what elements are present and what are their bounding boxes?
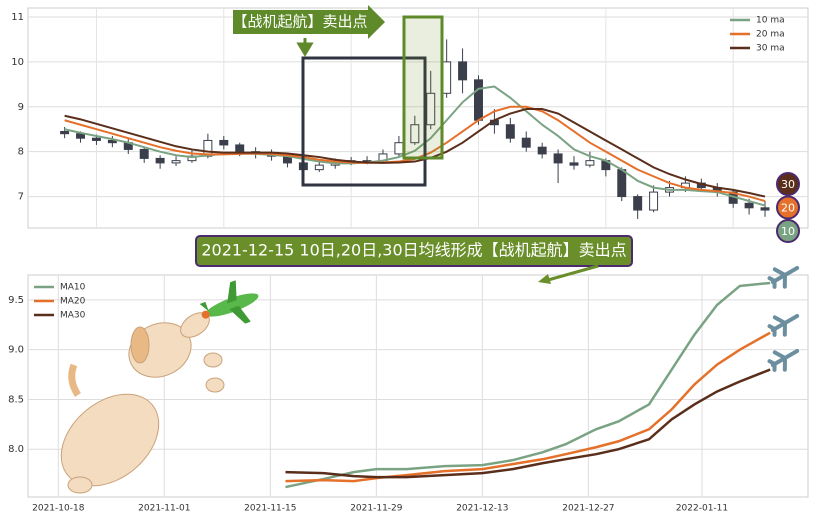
- x-tick-label: 2021-11-15: [244, 504, 296, 514]
- x-tick-label: 2021-12-13: [456, 504, 508, 514]
- candle-body: [155, 157, 165, 164]
- plane-icon: [767, 266, 800, 289]
- label-arrow: [233, 5, 385, 39]
- candle-body: [219, 139, 229, 146]
- x-tick-label: 2022-01-11: [676, 504, 728, 514]
- ma-line: [285, 368, 771, 479]
- y-tick-label: 9.5: [8, 295, 24, 306]
- legend-label: 30 ma: [756, 44, 785, 54]
- y-tick-label: 9: [18, 102, 24, 113]
- candle-body: [537, 146, 547, 155]
- y-tick-label: 10: [11, 57, 24, 68]
- y-tick-label: 11: [11, 12, 24, 23]
- legend-label: 10 ma: [756, 16, 785, 26]
- bottom-plot-frame: [27, 274, 809, 498]
- y-tick-label: 8.5: [8, 394, 24, 405]
- banner-text: 2021-12-15 10日,20日,30日均线形成【战机起航】卖出点: [201, 241, 626, 260]
- ma-line: [285, 281, 771, 489]
- badge: [776, 219, 800, 243]
- focus-box: [301, 56, 427, 187]
- badge: [776, 172, 800, 196]
- badge-label: 20: [781, 202, 795, 215]
- candle-body: [617, 169, 627, 198]
- candle-body: [60, 130, 70, 135]
- y-tick-label: 7: [18, 192, 24, 203]
- candle-body: [553, 153, 563, 164]
- plane-icon: [767, 349, 800, 372]
- banner-arrowhead: [538, 274, 551, 284]
- badges: 30 20 10: [776, 172, 800, 243]
- candle-body: [442, 61, 452, 94]
- ma-line: [64, 85, 766, 207]
- candle-body: [505, 124, 515, 139]
- candle-body: [107, 139, 117, 144]
- x-tick-label: 2021-12-27: [562, 504, 614, 514]
- y-tick-label: 8: [18, 147, 24, 158]
- legend-label: MA10: [60, 283, 86, 293]
- x-tick-label: 2021-11-29: [350, 504, 403, 514]
- badge: [776, 195, 800, 220]
- ma-line: [64, 108, 766, 198]
- candle-body: [426, 92, 436, 126]
- candle-body: [458, 61, 468, 81]
- badge-label: 10: [781, 225, 795, 238]
- top-plot-frame: [27, 7, 809, 229]
- candle-body: [585, 160, 595, 166]
- x-tick-label: 2021-10-18: [32, 504, 85, 514]
- legend-label: MA20: [60, 297, 86, 307]
- candle-body: [139, 148, 149, 159]
- candle-body: [235, 144, 245, 153]
- candle-body: [633, 196, 643, 211]
- dog: [60, 312, 225, 494]
- candle-body: [744, 202, 754, 209]
- banner-arrow: [547, 264, 599, 282]
- candle-body: [76, 133, 86, 139]
- down-arrow: [296, 38, 314, 57]
- candle-body: [649, 191, 659, 211]
- plane-icon: [767, 314, 800, 337]
- y-tick-label: 8.0: [8, 444, 24, 455]
- candle-body: [91, 137, 101, 141]
- legend-label: 20 ma: [756, 30, 785, 40]
- top-label: 【战机起航】卖出点: [232, 13, 367, 31]
- ma-line: [285, 331, 771, 483]
- candle-body: [314, 164, 324, 171]
- candle-body: [760, 207, 770, 211]
- sell-box: [402, 15, 444, 160]
- candle-body: [569, 162, 579, 166]
- candle-body: [474, 79, 483, 121]
- toy-plane: [199, 280, 259, 324]
- candle-body: [410, 124, 420, 144]
- candle-body: [521, 137, 531, 148]
- x-tick-label: 2021-11-01: [138, 504, 190, 514]
- candle-body: [394, 142, 404, 155]
- legend-label: MA30: [60, 311, 86, 321]
- badge-label: 30: [781, 178, 795, 191]
- y-tick-label: 9.0: [8, 345, 24, 356]
- banner: [195, 235, 633, 267]
- candle-body: [171, 160, 181, 164]
